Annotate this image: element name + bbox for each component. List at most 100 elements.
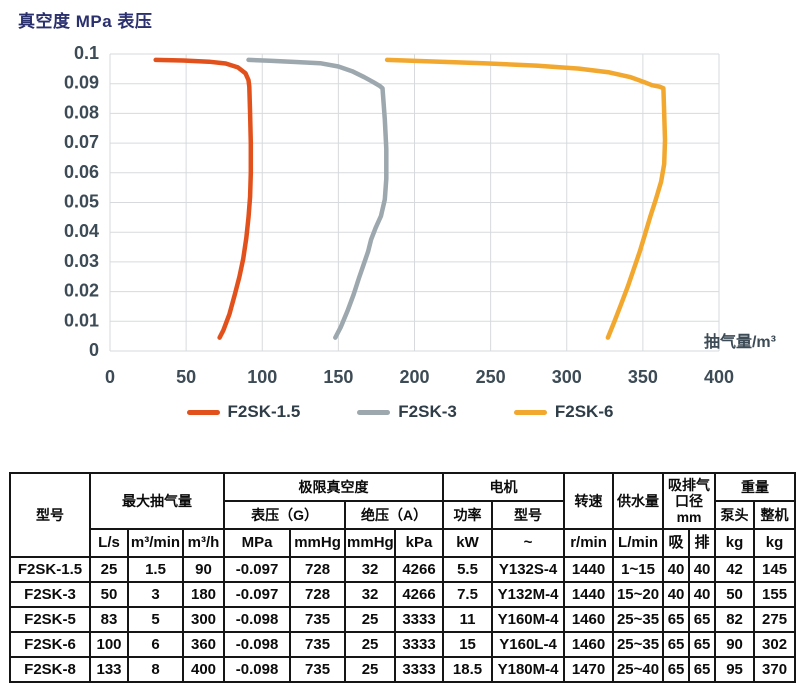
- table-cell: 42: [714, 556, 756, 583]
- legend-item-f2sk-3: F2SK-3: [357, 402, 457, 422]
- table-cell: 65: [688, 656, 717, 683]
- table-cell: -0.098: [223, 631, 292, 658]
- y-tick-label: 0.08: [64, 102, 99, 122]
- unit-mmhg-a: mmHg: [344, 528, 397, 558]
- table-cell: 735: [289, 656, 347, 683]
- table-cell: 32: [344, 556, 397, 583]
- col-header-motor-power: 功率: [442, 500, 494, 530]
- table-cell: 82: [714, 606, 756, 633]
- table-cell: 40: [688, 556, 717, 583]
- table-cell: 5.5: [442, 556, 494, 583]
- col-header-absolute-pressure: 绝压（A）: [344, 500, 445, 530]
- unit-kg-total: kg: [753, 528, 797, 558]
- table-cell: 300: [181, 606, 226, 633]
- col-header-ultimate-vacuum: 极限真空度: [223, 472, 445, 502]
- y-tick-label: 0.1: [74, 43, 99, 63]
- curve-f2sk-3: [246, 57, 389, 340]
- table-cell: 65: [662, 606, 691, 633]
- header-row-groups: 型号 最大抽气量 极限真空度 电机 转速 供水量 吸排气口径mm 重量: [9, 472, 797, 558]
- table-cell: 90: [181, 556, 226, 583]
- legend-swatch: [513, 409, 547, 415]
- table-cell: 100: [89, 631, 129, 658]
- table-cell: 3333: [394, 606, 445, 633]
- unit-kw: kW: [442, 528, 494, 558]
- legend-item-f2sk-1.5: F2SK-1.5: [186, 402, 301, 422]
- col-header-max-capacity: 最大抽气量: [88, 472, 226, 530]
- table-cell: 25: [344, 606, 397, 633]
- table-cell: 133: [89, 656, 129, 683]
- col-header-weight-total: 整机: [753, 500, 797, 530]
- table-cell: 1~15: [612, 556, 665, 583]
- table-cell: 25~35: [612, 631, 665, 658]
- header-row-units: L/s m³/min m³/h MPa mmHg mmHg kPa kW ~ r…: [10, 528, 797, 558]
- x-tick-label: 0: [105, 367, 115, 387]
- table-cell: 95: [714, 656, 756, 683]
- y-tick-label: 0.02: [64, 281, 99, 301]
- table-cell: 18.5: [442, 656, 494, 683]
- model-cell: F2SK-8: [9, 656, 91, 683]
- unit-m3h: m³/h: [181, 528, 226, 558]
- y-tick-label: 0.09: [64, 73, 99, 93]
- table-cell: 728: [289, 581, 347, 608]
- table-cell: 3: [127, 581, 184, 608]
- table-row: F2SK-6 100 6 360 -0.098 735 25 3333 15 Y160L-4 146…: [9, 631, 797, 658]
- legend-label: F2SK-1.5: [227, 402, 301, 421]
- col-header-gauge-pressure: 表压（G）: [223, 500, 347, 530]
- table-cell: 1470: [563, 656, 615, 683]
- table-cell: 11: [442, 606, 494, 633]
- table-cell: 400: [181, 656, 226, 683]
- chart-legend: F2SK-1.5 F2SK-3 F2SK-6: [0, 402, 800, 422]
- x-tick-label: 150: [323, 367, 353, 387]
- table-cell: 25~40: [612, 656, 665, 683]
- table-cell: 25: [89, 556, 129, 583]
- table-row: F2SK-5 83 5 300 -0.098 735 25 3333 11 Y160M-4 1460…: [9, 606, 797, 633]
- table-cell: 5: [127, 606, 184, 633]
- table-cell: 50: [714, 581, 756, 608]
- model-cell: F2SK-6: [9, 631, 91, 658]
- table-cell: 180: [181, 581, 226, 608]
- y-tick-label: 0: [89, 340, 99, 360]
- legend-swatch: [357, 409, 391, 415]
- table-cell: 40: [662, 581, 691, 608]
- table-cell: 40: [662, 556, 691, 583]
- table-cell: Y160L-4: [491, 631, 566, 658]
- model-cell: F2SK-3: [9, 581, 91, 608]
- col-header-water-supply: 供水量: [612, 472, 665, 530]
- col-header-port-diameter: 吸排气口径mm: [662, 472, 717, 530]
- table-cell: 1460: [563, 606, 615, 633]
- legend-item-f2sk-6: F2SK-6: [513, 402, 613, 422]
- unit-rmin: r/min: [563, 528, 615, 558]
- x-tick-label: 250: [476, 367, 506, 387]
- unit-mmhg-g: mmHg: [289, 528, 347, 558]
- col-header-speed: 转速: [563, 472, 615, 530]
- table-cell: 40: [688, 581, 717, 608]
- unit-discharge: 排: [688, 528, 717, 558]
- x-tick-label: 400: [704, 367, 734, 387]
- table-cell: 25: [344, 656, 397, 683]
- table-cell: 8: [127, 656, 184, 683]
- table-row: F2SK-8 133 8 400 -0.098 735 25 3333 18.5 Y180M-4 1…: [9, 656, 797, 683]
- curve-f2sk-6: [384, 57, 668, 340]
- table-cell: 145: [753, 556, 797, 583]
- unit-lmin: L/min: [612, 528, 665, 558]
- table-cell: 65: [688, 606, 717, 633]
- table-cell: 302: [753, 631, 797, 658]
- spec-table: 型号 最大抽气量 极限真空度 电机 转速 供水量 吸排气口径mm 重量 表压（G…: [9, 472, 797, 683]
- table-cell: Y160M-4: [491, 606, 566, 633]
- table-cell: 90: [714, 631, 756, 658]
- table-cell: 15~20: [612, 581, 665, 608]
- table-cell: Y132M-4: [491, 581, 566, 608]
- table-cell: Y132S-4: [491, 556, 566, 583]
- x-axis-unit-label: 抽气量/m³: [704, 332, 776, 351]
- legend-swatch: [186, 409, 220, 415]
- table-cell: Y180M-4: [491, 656, 566, 683]
- x-tick-label: 100: [247, 367, 277, 387]
- col-header-motor-model: 型号: [491, 500, 566, 530]
- table-cell: -0.097: [223, 556, 292, 583]
- y-tick-label: 0.03: [64, 251, 99, 271]
- table-row: F2SK-3 50 3 180 -0.097 728 32 4266 7.5 Y132M-4 144…: [9, 581, 797, 608]
- table-cell: 32: [344, 581, 397, 608]
- unit-kg-pump: kg: [714, 528, 756, 558]
- table-cell: 1.5: [127, 556, 184, 583]
